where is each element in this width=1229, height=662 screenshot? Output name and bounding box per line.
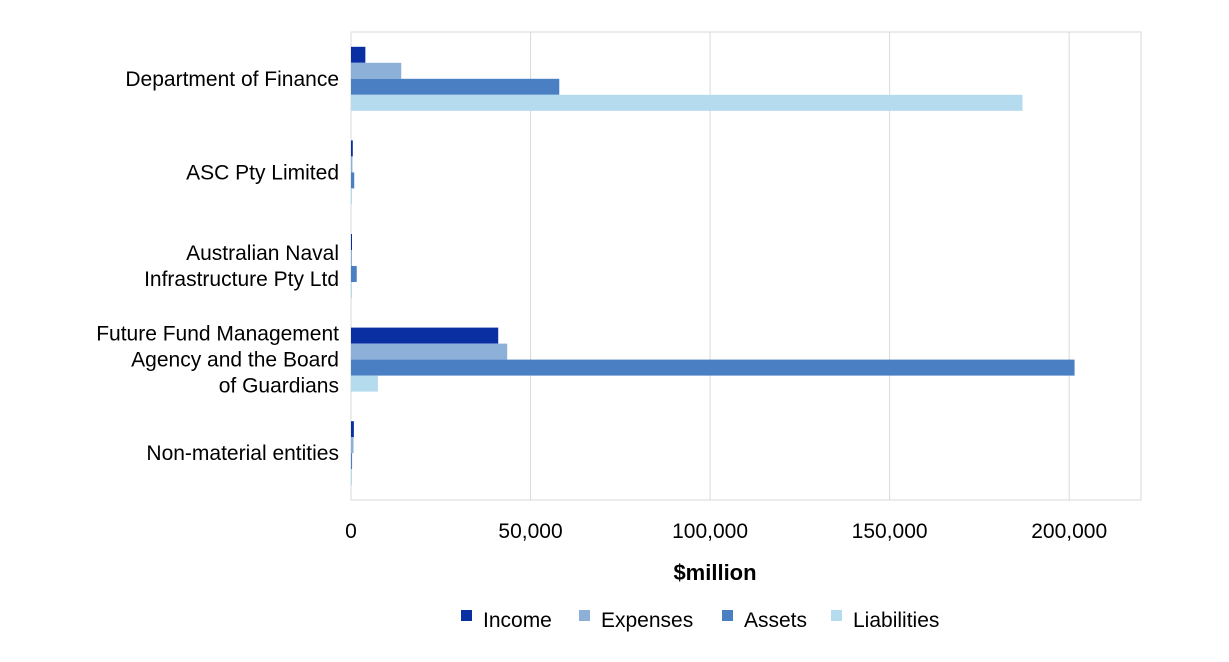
legend-swatch-expenses	[579, 610, 590, 621]
bar-liabilities	[351, 282, 352, 298]
legend: Income Expenses Assets Liabilities	[461, 609, 939, 632]
legend-label: Liabilities	[853, 609, 939, 632]
category-label: ASC Pty Limited	[186, 161, 339, 184]
x-tick-label: 150,000	[852, 520, 928, 543]
category-label: Future Fund Management	[96, 323, 339, 346]
x-axis-ticks: 0 50,000 100,000 150,000 200,000	[345, 520, 1107, 543]
x-tick-label: 50,000	[498, 520, 562, 543]
bar-expenses	[351, 250, 352, 266]
category-label: of Guardians	[219, 375, 339, 398]
bar-liabilities	[351, 94, 1023, 111]
legend-swatch-assets	[722, 610, 733, 621]
bar-assets	[351, 359, 1075, 376]
bar-liabilities	[351, 188, 352, 205]
bar-expenses	[351, 343, 508, 360]
x-tick-label: 0	[345, 520, 357, 543]
legend-label: Assets	[744, 609, 807, 632]
x-tick-label: 200,000	[1031, 520, 1107, 543]
category-labels: Department of Finance ASC Pty Limited Aust…	[96, 68, 339, 465]
bar-income	[351, 327, 499, 344]
bar-liabilities	[351, 469, 352, 486]
category-label: Non-material entities	[146, 442, 339, 465]
category-label: Department of Finance	[125, 68, 339, 91]
bars	[351, 46, 1075, 486]
bar-assets	[351, 266, 357, 282]
x-tick-label: 100,000	[672, 520, 748, 543]
legend-label: Income	[483, 609, 552, 632]
bar-assets	[351, 78, 560, 95]
bar-expenses	[351, 437, 354, 454]
bar-liabilities	[351, 375, 378, 392]
bar-assets	[351, 172, 355, 189]
bar-assets	[351, 453, 353, 470]
category-label: Australian Naval	[186, 242, 339, 265]
legend-swatch-liabilities	[831, 610, 842, 621]
bar-income	[351, 234, 352, 250]
category-label: Agency and the Board	[131, 349, 339, 372]
bar-expenses	[351, 62, 402, 79]
legend-swatch-income	[461, 610, 472, 621]
bar-income	[351, 46, 366, 63]
bar-expenses	[351, 156, 353, 173]
legend-label: Expenses	[601, 609, 693, 632]
x-axis-title: $million	[673, 560, 756, 585]
bar-income	[351, 140, 353, 157]
category-label: Infrastructure Pty Ltd	[144, 268, 339, 291]
bar-income	[351, 421, 354, 438]
